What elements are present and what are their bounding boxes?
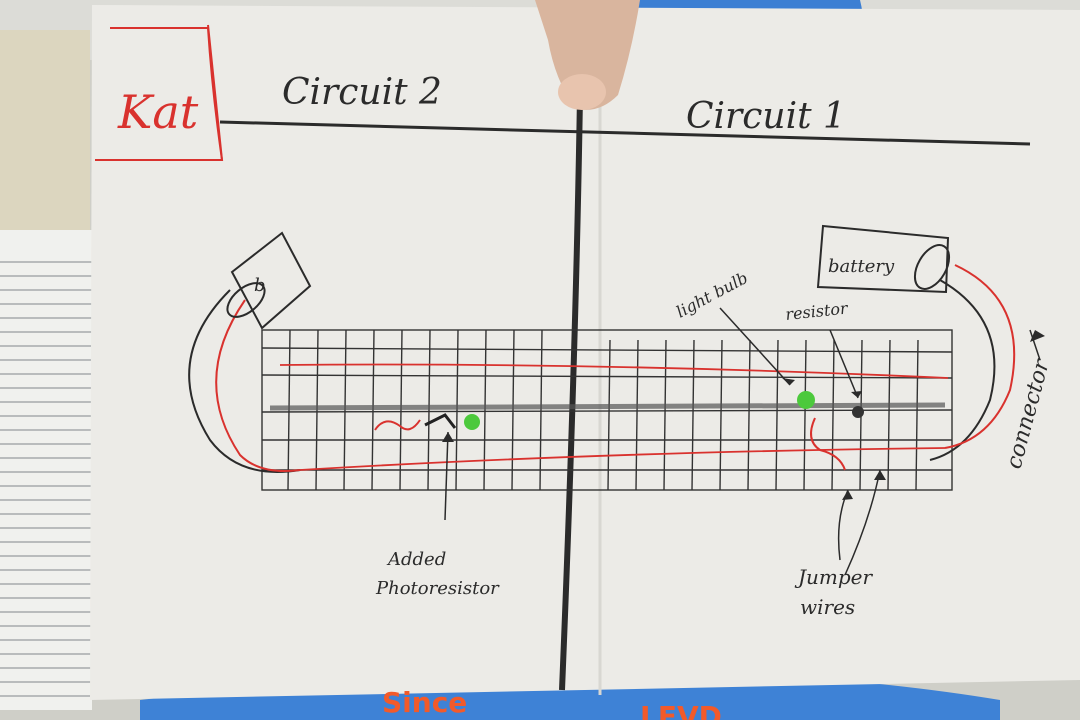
breadboard-center-rail bbox=[269, 402, 946, 411]
left-wire-red bbox=[215, 299, 301, 472]
circuit-2-title: Circuit 2 bbox=[282, 72, 442, 113]
center-divider bbox=[559, 94, 583, 691]
jumper-red-wire bbox=[810, 417, 846, 471]
photoresistor-mark bbox=[464, 414, 480, 430]
battery-left-label: b bbox=[254, 275, 266, 296]
jumper-label-line1: Jumper bbox=[794, 565, 874, 589]
photoresistor-red-wire bbox=[374, 419, 421, 431]
resistor-mark bbox=[852, 406, 864, 418]
wall-left bbox=[0, 30, 90, 240]
battery-right-label: battery bbox=[828, 256, 895, 277]
light-bulb-mark bbox=[797, 391, 815, 409]
arrow-heads bbox=[442, 330, 1045, 500]
heading-underline bbox=[219, 120, 1031, 146]
name-label: Kat bbox=[117, 85, 199, 139]
right-wire-red bbox=[944, 264, 1016, 449]
left-wire-black bbox=[188, 289, 301, 473]
battery-right-shape bbox=[816, 224, 951, 294]
circuit-1-title: Circuit 1 bbox=[686, 96, 846, 137]
holding-hand bbox=[535, 0, 640, 110]
paper-sheet bbox=[90, 5, 1080, 700]
name-box bbox=[95, 24, 224, 161]
right-wire-black bbox=[929, 279, 996, 461]
shirt-text-1: Since bbox=[382, 686, 467, 719]
jumper-label-line2: wires bbox=[800, 595, 855, 619]
photoresistor-black-wire bbox=[424, 413, 457, 429]
annotation-arrows bbox=[444, 307, 1041, 576]
shirt-text-2: LEVD bbox=[640, 700, 722, 720]
battery-left-shape bbox=[226, 231, 312, 330]
photoresistor-label-line2: Photoresistor bbox=[375, 578, 500, 599]
window-blinds bbox=[0, 230, 92, 710]
red-rail-lines bbox=[279, 363, 949, 471]
photoresistor-label-line1: Added bbox=[386, 549, 446, 570]
